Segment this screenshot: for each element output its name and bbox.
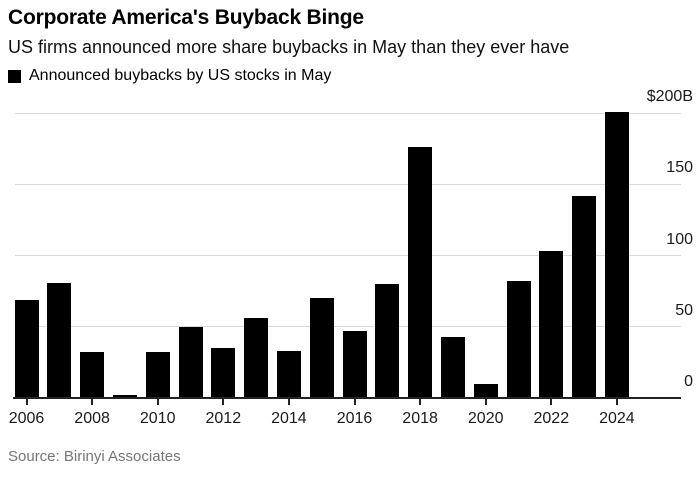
gridline-50 [15, 326, 681, 328]
x-axis-label-2012: 2012 [205, 410, 242, 427]
bar-2017 [375, 284, 400, 398]
bar-2012 [211, 348, 236, 398]
bar-2006 [14, 299, 39, 398]
legend-label: Announced buybacks by US stocks in May [29, 67, 332, 84]
y-axis-label-100: 100 [666, 230, 693, 248]
gridline-150 [15, 183, 681, 185]
bar-2018 [408, 147, 433, 398]
x-tick-2012 [222, 399, 225, 405]
bar-2021 [506, 281, 531, 398]
bar-2020 [473, 383, 498, 398]
bar-2010 [145, 352, 170, 398]
x-tick-2010 [156, 399, 159, 405]
x-axis-label-2022: 2022 [533, 410, 570, 427]
x-axis-label-2024: 2024 [599, 410, 635, 427]
x-axis-label-2014: 2014 [271, 410, 307, 427]
y-axis-label-50: 50 [675, 301, 693, 319]
chart-subtitle: US firms announced more share buybacks i… [8, 37, 570, 57]
bar-2011 [178, 326, 203, 398]
legend-swatch-icon [8, 69, 21, 83]
y-axis-label-0: 0 [684, 373, 693, 390]
chart-title: Corporate America's Buyback Binge [8, 6, 364, 29]
bar-2019 [440, 336, 465, 398]
bar-2022 [539, 251, 564, 398]
bar-2023 [572, 195, 597, 398]
x-tick-2020 [484, 399, 487, 405]
x-tick-2024 [615, 399, 618, 405]
y-axis-label-200: $200B [646, 88, 693, 105]
bar-2007 [47, 282, 72, 398]
x-tick-2018 [419, 399, 422, 405]
x-tick-2016 [353, 399, 356, 405]
bar-2024 [604, 111, 629, 398]
bar-2014 [276, 350, 301, 398]
x-axis-label-2018: 2018 [402, 410, 438, 427]
x-tick-2006 [25, 399, 28, 405]
x-axis-label-2008: 2008 [74, 410, 110, 427]
x-axis-label-2016: 2016 [336, 410, 373, 427]
bar-2008 [80, 352, 105, 398]
gridline-200 [15, 112, 681, 114]
x-axis-line [13, 397, 681, 399]
bar-2015 [309, 298, 334, 398]
gridline-100 [15, 255, 681, 256]
y-axis-label-150: 150 [666, 159, 693, 177]
bar-2016 [342, 331, 367, 398]
x-tick-2022 [550, 399, 553, 405]
x-tick-2014 [287, 399, 290, 405]
x-axis-label-2006: 2006 [8, 410, 45, 427]
bar-2009 [112, 395, 137, 398]
x-axis-label-2020: 2020 [467, 410, 504, 427]
x-axis-label-2010: 2010 [139, 410, 176, 427]
x-tick-2008 [91, 399, 94, 405]
bar-2013 [244, 318, 269, 398]
chart-legend: Announced buybacks by US stocks in May [8, 67, 331, 85]
source-note: Source: Birinyi Associates [8, 448, 181, 465]
